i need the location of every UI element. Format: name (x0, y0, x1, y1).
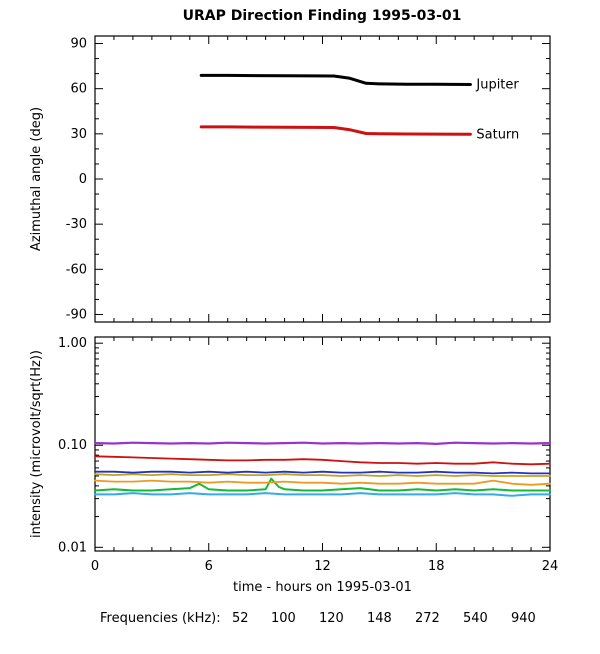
series-line-940 (93, 441, 552, 445)
y-tick-label: 1.00 (58, 336, 87, 351)
legend-title: Frequencies (kHz): (100, 611, 221, 626)
x-tick-label: 18 (428, 559, 445, 574)
y-tick-label: -60 (66, 262, 87, 277)
series-line-52 (94, 455, 551, 466)
series-line-272 (94, 492, 551, 497)
y-axis-label-intensity: intensity (microvolt/sqrt(Hz)) (29, 350, 44, 538)
y-tick-label: 0 (79, 172, 87, 187)
y-tick-label: 90 (70, 37, 87, 52)
x-tick-label: 12 (314, 559, 331, 574)
y-tick-label: -30 (66, 217, 87, 232)
y-tick-label: 0.10 (58, 438, 87, 453)
panel-azimuth: 90 60 30 0 -30 -60 -90 Jupiter Saturn Azimuthal a… (29, 35, 551, 323)
x-tick-label: 24 (542, 559, 559, 574)
y-axis-label-azimuth: Azimuthal angle (deg) (29, 107, 44, 251)
series-line-120 (94, 473, 551, 477)
series-end-label-Jupiter: Jupiter (475, 77, 519, 92)
chart-legend: Frequencies (kHz): 52 100 120 148 272 540 940 (100, 611, 536, 626)
x-axis-label: time - hours on 1995-03-01 (233, 580, 412, 595)
x-tick-label: 0 (91, 559, 99, 574)
series-line-100 (94, 479, 551, 486)
legend-item-120: 120 (319, 611, 344, 626)
panel-intensity: 0 6 12 18 24 1.00 0.10 0.01 intensity (microvolt… (29, 336, 558, 595)
series-line-Saturn (199, 125, 472, 136)
legend-item-272: 272 (415, 611, 440, 626)
series-line-148 (94, 477, 551, 492)
legend-item-148: 148 (367, 611, 392, 626)
y-tick-label: 60 (70, 82, 87, 97)
y-tick-label: -90 (66, 307, 87, 322)
legend-item-940: 940 (511, 611, 536, 626)
chart-title: URAP Direction Finding 1995-03-01 (183, 8, 462, 24)
y-tick-label: 0.01 (58, 540, 87, 555)
series-end-label-Saturn: Saturn (476, 127, 519, 142)
y-tick-label: 30 (70, 127, 87, 142)
legend-item-52: 52 (232, 611, 249, 626)
legend-item-540: 540 (463, 611, 488, 626)
series-line-Jupiter (199, 73, 472, 86)
series-line-540 (94, 470, 551, 475)
legend-item-100: 100 (271, 611, 296, 626)
x-tick-label: 6 (205, 559, 213, 574)
